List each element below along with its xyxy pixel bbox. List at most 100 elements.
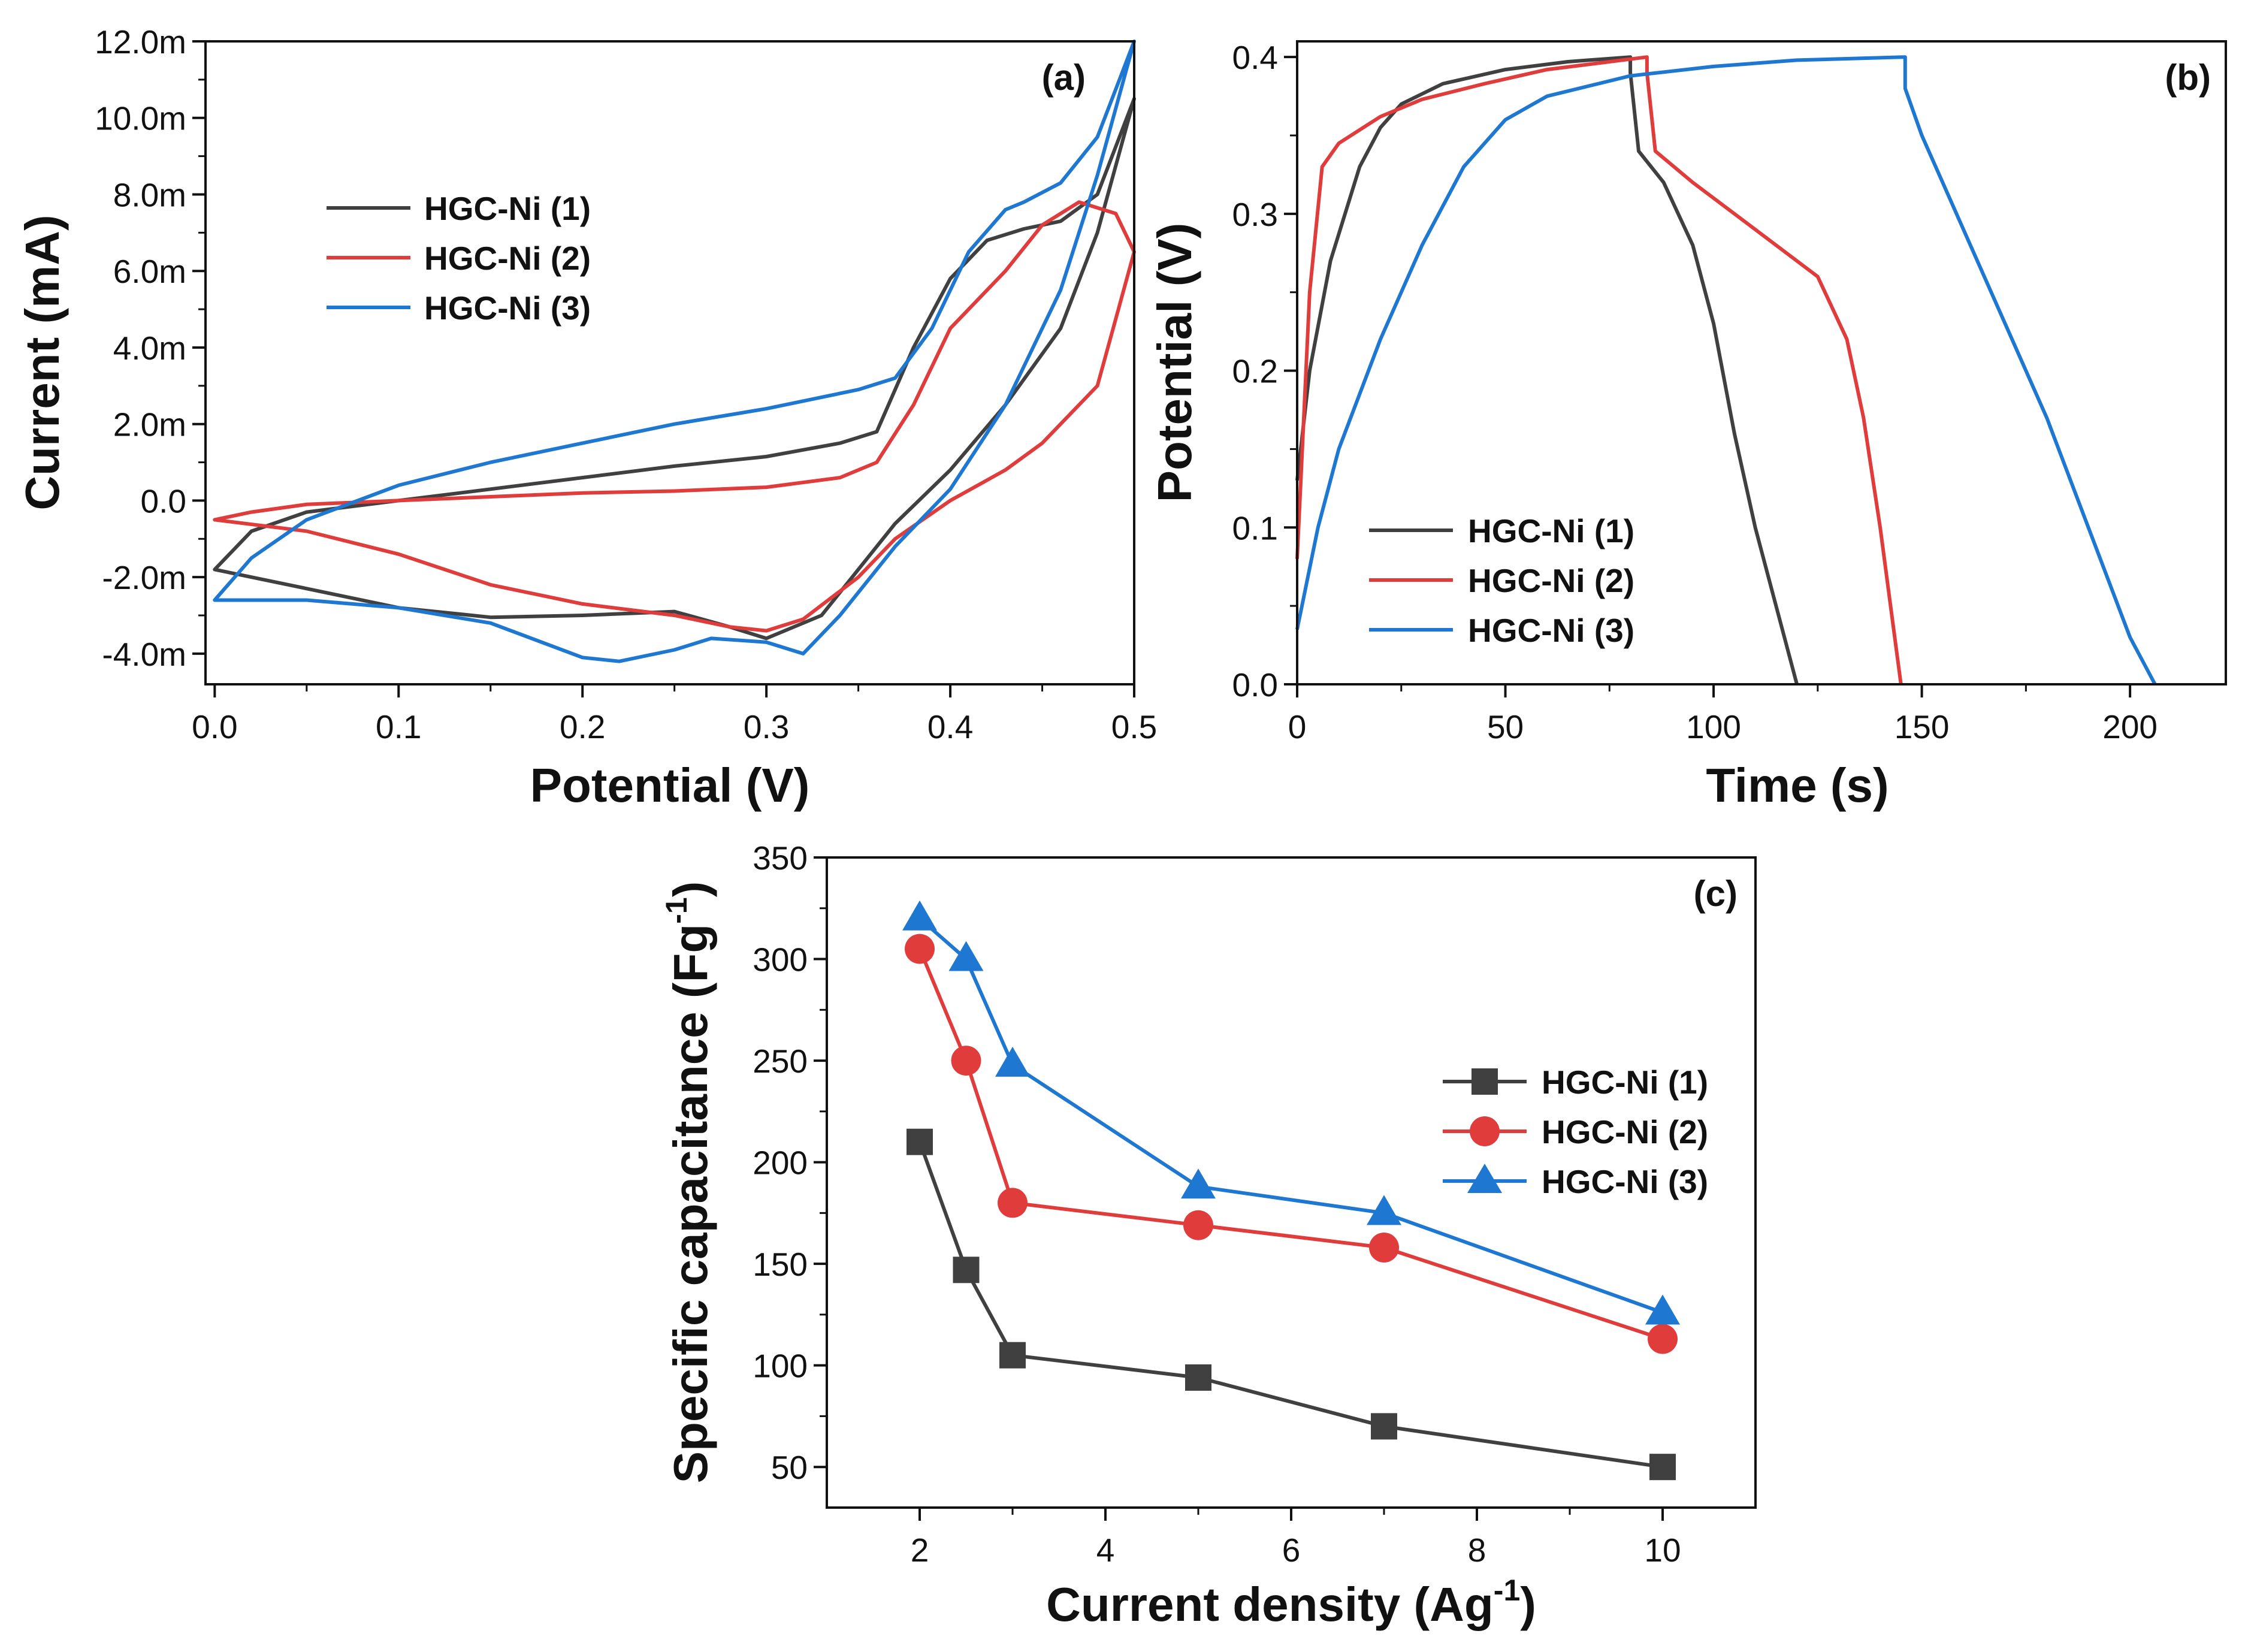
panel-c-ytick-label: 200 (753, 1144, 808, 1182)
circle-marker (951, 1046, 981, 1076)
panel-c: 2 4 6 8 10 50 100 150 200 250 300 350 (c) Current … (660, 839, 1757, 1631)
panel-c-xlabel-main: Current density (Ag (1046, 1578, 1494, 1631)
panel-a-legend-label-3: HGC-Ni (3) (424, 289, 591, 327)
panel-c-label: (c) (1694, 874, 1738, 914)
panel-c-legend-label-3: HGC-Ni (3) (1542, 1163, 1708, 1200)
panel-b-xtick-labels: 0 50 100 150 200 (1288, 708, 2158, 745)
square-marker (1185, 1364, 1211, 1391)
panel-b-ytick-label: 0.4 (1232, 39, 1278, 76)
panel-c-ytick-label: 50 (771, 1449, 808, 1486)
panel-a-xtick-label: 0.4 (927, 708, 973, 745)
panel-b-series-line-2 (1295, 55, 1903, 685)
panel-b-legend-label-2: HGC-Ni (2) (1468, 562, 1634, 599)
panel-b-ylabel: Potential (V) (1148, 223, 1201, 503)
panel-c-ytick-labels: 50 100 150 200 250 300 350 (753, 839, 808, 1486)
panel-a-xtick-label: 0.1 (376, 708, 421, 745)
square-marker (999, 1342, 1026, 1369)
panel-b-legend: HGC-Ni (1) HGC-Ni (2) HGC-Ni (3) (1369, 512, 1634, 649)
panel-a-ytick-label: 8.0m (113, 176, 186, 213)
panel-b-ticks (1284, 56, 2132, 697)
panel-c-ytick-label: 150 (753, 1246, 808, 1283)
panel-c-xtick-label: 8 (1468, 1532, 1486, 1569)
panel-b-ytick-label: 0.0 (1232, 666, 1278, 703)
square-marker (1371, 1413, 1397, 1440)
panel-a-ylabel: Current (mA) (16, 215, 69, 510)
panel-c-legend-square-marker (1471, 1068, 1498, 1095)
panel-c-xtick-label: 6 (1282, 1532, 1301, 1569)
panel-b-xlabel: Time (s) (1706, 759, 1889, 812)
triangle-marker (995, 1046, 1030, 1077)
panel-c-ytick-label: 250 (753, 1043, 808, 1080)
panel-a-ytick-label: 6.0m (113, 253, 186, 290)
circle-marker (1369, 1233, 1399, 1263)
panel-a: 0.0 0.1 0.2 0.3 0.4 0.5 -4.0m -2.0m 0.0 2.0m 4.0m… (16, 23, 1157, 812)
panel-c-ytick-label: 100 (753, 1348, 808, 1385)
panel-a-legend: HGC-Ni (1) HGC-Ni (2) HGC-Ni (3) (327, 190, 591, 327)
panel-b-xtick-label: 200 (2102, 708, 2158, 745)
panel-a-ytick-label: 12.0m (95, 23, 186, 61)
panel-b-ytick-labels: 0.0 0.1 0.2 0.3 0.4 (1232, 39, 1278, 703)
square-marker (953, 1257, 980, 1283)
panel-a-ytick-labels: -4.0m -2.0m 0.0 2.0m 4.0m 6.0m 8.0m 10.0m 12.0m (95, 23, 186, 673)
panel-b-xtick-label: 0 (1288, 708, 1307, 745)
panel-a-xlabel: Potential (V) (530, 759, 810, 812)
panel-a-frame (204, 40, 1135, 685)
panel-b-series (1295, 55, 2157, 685)
panel-c-markers (902, 900, 1680, 1481)
panel-b-ytick-label: 0.3 (1232, 196, 1278, 233)
panel-c-xtick-label: 10 (1644, 1532, 1681, 1569)
panel-c-legend-label-1: HGC-Ni (1) (1542, 1064, 1708, 1101)
panel-b: 0 50 100 150 200 0.0 0.1 0.2 0.3 0.4 (b) Time (s… (1148, 39, 2227, 812)
square-marker (907, 1128, 933, 1155)
panel-b-legend-label-1: HGC-Ni (1) (1468, 512, 1634, 549)
panel-b-xtick-label: 100 (1686, 708, 1741, 745)
panel-a-ytick-label: 2.0m (113, 406, 186, 443)
panel-c-ytick-label: 300 (753, 941, 808, 978)
panel-c-ytick-label: 350 (753, 839, 808, 877)
panel-a-legend-label-2: HGC-Ni (2) (424, 240, 591, 277)
circle-marker (905, 934, 935, 964)
panel-a-label: (a) (1042, 58, 1086, 98)
panel-c-xlabel-end: ) (1520, 1578, 1536, 1631)
triangle-marker (1367, 1195, 1401, 1225)
panel-b-frame (1296, 40, 2227, 685)
panel-c-xlabel-sup: -1 (1494, 1574, 1520, 1607)
triangle-marker (1645, 1294, 1680, 1325)
panel-b-legend-label-3: HGC-Ni (3) (1468, 612, 1634, 649)
panel-c-legend-label-2: HGC-Ni (2) (1542, 1113, 1708, 1150)
panel-c-series-line-3 (918, 917, 1664, 1315)
panel-c-xlabel: Current density (Ag-1) (1046, 1574, 1536, 1631)
panel-c-ticks (814, 856, 1664, 1521)
panel-a-series-line-2 (213, 200, 1136, 633)
panel-c-xtick-labels: 2 4 6 8 10 (911, 1532, 1681, 1569)
panel-c-legend: HGC-Ni (1) HGC-Ni (2) HGC-Ni (3) (1443, 1064, 1708, 1200)
panel-a-ytick-label: -2.0m (102, 559, 186, 596)
triangle-marker (1181, 1168, 1216, 1199)
panel-c-series-line-1 (918, 1141, 1663, 1469)
panel-c-xtick-label: 4 (1096, 1532, 1115, 1569)
panel-a-xtick-label: 0.3 (744, 708, 789, 745)
panel-b-series-line-3 (1295, 55, 2157, 685)
panel-b-xtick-label: 150 (1894, 708, 1950, 745)
panel-a-ytick-label: -4.0m (102, 636, 186, 673)
panel-c-series-line-2 (918, 948, 1663, 1341)
panel-a-xtick-label: 0.2 (560, 708, 605, 745)
panel-a-legend-label-1: HGC-Ni (1) (424, 190, 591, 227)
panel-c-ylabel: Specific capacitance (Fg-1) (660, 881, 717, 1484)
panel-b-series-line-1 (1295, 55, 1799, 685)
triangle-marker (948, 941, 984, 971)
panel-c-ylabel-main: Specific capacitance (Fg (664, 924, 717, 1484)
circle-marker (998, 1188, 1028, 1218)
square-marker (1649, 1454, 1676, 1481)
panel-a-xtick-labels: 0.0 0.1 0.2 0.3 0.4 0.5 (192, 708, 1157, 745)
panel-c-ylabel-end: ) (664, 881, 717, 898)
triangle-marker (902, 900, 937, 931)
panel-c-legend-circle-marker (1470, 1116, 1500, 1146)
panel-a-ytick-label: 10.0m (95, 100, 186, 137)
panel-b-ytick-label: 0.2 (1232, 353, 1278, 390)
panel-c-legend-triangle-marker (1467, 1164, 1502, 1193)
panel-a-ytick-label: 4.0m (113, 330, 186, 367)
panel-b-ytick-label: 0.1 (1232, 509, 1278, 546)
